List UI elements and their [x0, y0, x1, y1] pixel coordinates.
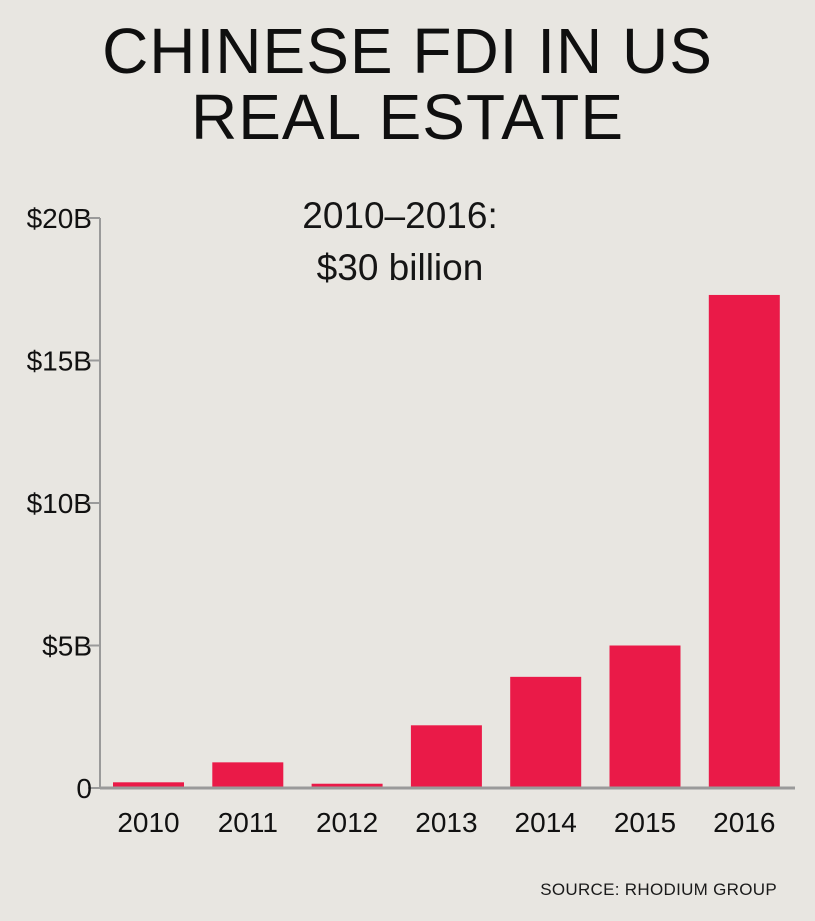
x-tick-label: 2014 — [515, 807, 577, 838]
bar-2012 — [311, 783, 383, 788]
y-tick-label: $5B — [42, 631, 92, 662]
annotation-period: 2010–2016: — [302, 195, 498, 236]
bar-2014 — [510, 676, 582, 788]
x-axis: 2010 2011 2012 2013 2014 2015 2016 — [100, 786, 795, 838]
chart-title: CHINESE FDI IN US REAL ESTATE — [0, 18, 815, 150]
bar-2015 — [609, 645, 681, 788]
chart-title-line-1: CHINESE FDI IN US — [102, 15, 713, 87]
bar-2010 — [113, 782, 184, 788]
chart-title-line-2: REAL ESTATE — [190, 81, 625, 153]
x-tick-label: 2016 — [713, 807, 775, 838]
y-tick-label: $15B — [27, 346, 92, 377]
x-tick-label: 2011 — [218, 807, 278, 838]
x-tick-label: 2012 — [316, 807, 378, 838]
y-tick-label: $10B — [27, 488, 92, 519]
x-tick-label: 2015 — [614, 807, 676, 838]
x-tick-label: 2013 — [415, 807, 477, 838]
bar-2016 — [708, 294, 780, 788]
y-tick-label: 0 — [76, 773, 92, 804]
annotation-total: $30 billion — [316, 247, 484, 288]
bars — [113, 294, 780, 788]
source-note: SOURCE: RHODIUM GROUP — [540, 880, 777, 899]
total-annotation: 2010–2016: $30 billion — [250, 190, 550, 294]
bar-2013 — [410, 725, 482, 788]
y-tick-label: $20B — [27, 203, 92, 234]
x-tick-label: 2010 — [117, 807, 179, 838]
y-axis: 0 $5B $10B $15B $20B — [27, 203, 101, 804]
bar-2011 — [212, 762, 284, 788]
